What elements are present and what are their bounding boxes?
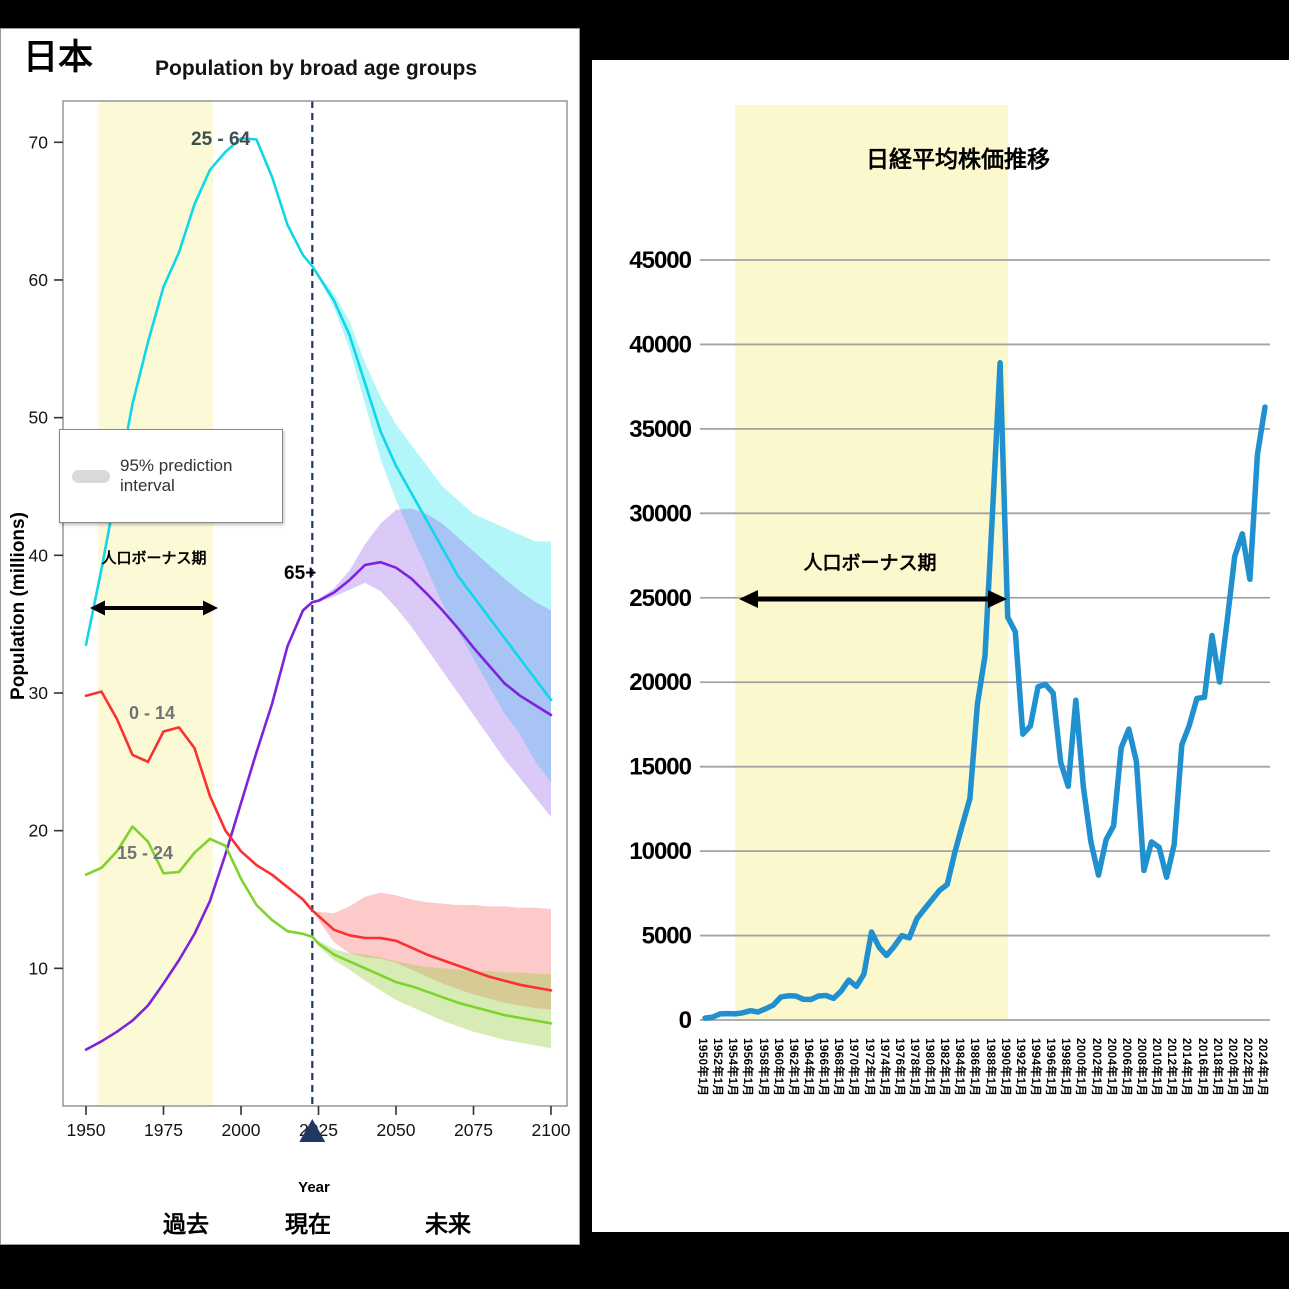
- series-label-65plus: 65+: [284, 563, 317, 584]
- series-label-15-24: 15 - 24: [117, 843, 174, 863]
- nikkei-x-tick-label: 1962年1月: [786, 1038, 799, 1097]
- y-tick-label: 70: [29, 132, 49, 152]
- nikkei-chart-canvas: 0 5000 10000 15000 20000 25000 30000 35000 40000…: [629, 105, 1270, 1034]
- bonus-period-label: 人口ボーナス期: [101, 550, 207, 567]
- nikkei-x-tick-label: 1966年1月: [817, 1038, 830, 1097]
- timeline-label-future: 未来: [425, 1211, 471, 1237]
- y-tick-label: 5000: [642, 923, 692, 950]
- nikkei-x-tick-label: 1976年1月: [892, 1038, 905, 1097]
- x-tick-label: 2075: [454, 1120, 493, 1140]
- nikkei-x-tick-label: 2008年1月: [1134, 1038, 1147, 1097]
- prediction-interval-swatch: [72, 469, 110, 483]
- nikkei-x-tick-label: 1998年1月: [1059, 1038, 1072, 1097]
- bonus-period-arrow-icon: [90, 600, 218, 616]
- nikkei-x-tick-label: 2002年1月: [1089, 1038, 1102, 1097]
- series-label-0-14: 0 - 14: [129, 703, 176, 723]
- y-tick-label: 20: [29, 821, 49, 841]
- nikkei-x-tick-label: 1960年1月: [771, 1038, 784, 1097]
- prediction-band-65+: [312, 508, 551, 817]
- population-chart-canvas: 1950197520002025205020752100102030405060…: [29, 100, 571, 1142]
- y-tick-label: 50: [29, 408, 49, 428]
- legend-label: 95% prediction interval: [120, 456, 233, 495]
- y-tick-label: 60: [29, 270, 49, 290]
- nikkei-x-tick-label: 1968年1月: [832, 1038, 845, 1097]
- nikkei-x-tick-label: 2022年1月: [1240, 1038, 1253, 1097]
- nikkei-x-tick-label: 1952年1月: [711, 1038, 724, 1097]
- x-tick-label: 2100: [532, 1120, 571, 1140]
- nikkei-line: [702, 360, 1268, 1021]
- population-panel: 1950197520002025205020752100102030405060…: [0, 28, 580, 1245]
- nikkei-x-tick-label: 1970年1月: [847, 1038, 860, 1097]
- prediction-band-0-14: [312, 892, 551, 1010]
- nikkei-x-tick-label: 1972年1月: [862, 1038, 875, 1097]
- present-year-marker: [299, 1119, 326, 1142]
- nikkei-x-tick-label: 1964年1月: [801, 1038, 814, 1097]
- nikkei-x-tick-label: 1984年1月: [953, 1038, 966, 1097]
- nikkei-x-tick-label: 2016年1月: [1195, 1038, 1208, 1097]
- legend: 95% prediction interval: [59, 429, 283, 523]
- series-label-25-64: 25 - 64: [191, 129, 251, 150]
- series-line-65+: [84, 560, 553, 1051]
- plot-frame: [62, 100, 568, 1107]
- y-tick-label: 45000: [629, 247, 691, 274]
- nikkei-x-tick-label: 2010年1月: [1150, 1038, 1163, 1097]
- y-tick-label: 40000: [629, 331, 691, 358]
- nikkei-x-tick-label: 2012年1月: [1165, 1038, 1178, 1097]
- nikkei-x-tick-label: 1986年1月: [968, 1038, 981, 1097]
- nikkei-x-tick-label: 1994年1月: [1029, 1038, 1041, 1097]
- nikkei-x-tick-label: 1958年1月: [756, 1038, 769, 1097]
- x-axis-labels: 1950年1月 1952年1月 1954年1月 1956年1月 1958年1月 1960年…: [592, 60, 1289, 1232]
- series-line-25-64: [84, 136, 553, 702]
- nikkei-x-tick-label: 1974年1月: [877, 1038, 890, 1097]
- y-tick-label: 25000: [629, 585, 691, 612]
- prediction-band-25-64: [312, 266, 551, 783]
- timeline-label-present: 現在: [285, 1211, 331, 1237]
- nikkei-x-tick-label: 1954年1月: [726, 1038, 739, 1097]
- nikkei-chart-title: 日経平均株価推移: [866, 146, 1050, 172]
- bonus-period-band: [98, 101, 214, 1106]
- nikkei-x-tick-label: 1992年1月: [1013, 1038, 1026, 1097]
- x-tick-label: 2050: [377, 1120, 416, 1140]
- y-tick-label: 15000: [629, 754, 691, 781]
- nikkei-x-tick-label: 1988年1月: [983, 1038, 996, 1097]
- y-tick-label: 10: [29, 958, 49, 978]
- nikkei-x-tick-label: 2006年1月: [1119, 1038, 1132, 1097]
- x-tick-label: 2000: [222, 1120, 261, 1140]
- bonus-period-band: [735, 105, 1008, 1020]
- nikkei-x-tick-label: 2024年1月: [1256, 1038, 1268, 1097]
- series-line-15-24: [84, 825, 553, 1025]
- y-tick-label: 30000: [629, 500, 691, 527]
- y-tick-label: 30: [29, 683, 49, 703]
- series-line-0-14: [84, 690, 553, 992]
- nikkei-x-tick-label: 2014年1月: [1180, 1038, 1193, 1097]
- country-label: 日本: [23, 38, 94, 77]
- timeline-label-past: 過去: [163, 1211, 209, 1237]
- x-axis-title: Year: [298, 1179, 330, 1196]
- nikkei-x-tick-label: 1990年1月: [998, 1038, 1011, 1097]
- x-tick-label: 1975: [144, 1120, 183, 1140]
- nikkei-x-tick-label: 1978年1月: [907, 1038, 920, 1097]
- nikkei-panel: 0 5000 10000 15000 20000 25000 30000 35000 40000…: [592, 60, 1289, 1232]
- nikkei-x-tick-label: 2018年1月: [1210, 1038, 1223, 1097]
- nikkei-x-tick-label: 1982年1月: [938, 1038, 951, 1097]
- x-tick-label: 1950: [67, 1120, 106, 1140]
- nikkei-x-tick-label: 2004年1月: [1104, 1038, 1117, 1097]
- y-axis-title: Population (millions): [8, 512, 29, 700]
- nikkei-x-tick-label: 1950年1月: [696, 1038, 708, 1097]
- nikkei-x-tick-label: 1996年1月: [1044, 1038, 1057, 1097]
- y-tick-label: 10000: [629, 838, 691, 865]
- nikkei-x-tick-label: 2000年1月: [1074, 1038, 1087, 1097]
- bonus-period-arrow-icon: [739, 590, 1007, 608]
- nikkei-x-tick-label: 1956年1月: [741, 1038, 754, 1097]
- y-tick-label: 35000: [629, 416, 691, 443]
- y-tick-label: 40: [29, 545, 49, 565]
- y-tick-label: 0: [679, 1007, 692, 1034]
- population-chart-title: Population by broad age groups: [154, 57, 477, 80]
- nikkei-x-tick-label: 1980年1月: [923, 1038, 935, 1097]
- y-tick-label: 20000: [629, 669, 691, 696]
- bonus-period-label: 人口ボーナス期: [803, 553, 937, 574]
- nikkei-x-tick-label: 2020年1月: [1225, 1038, 1238, 1097]
